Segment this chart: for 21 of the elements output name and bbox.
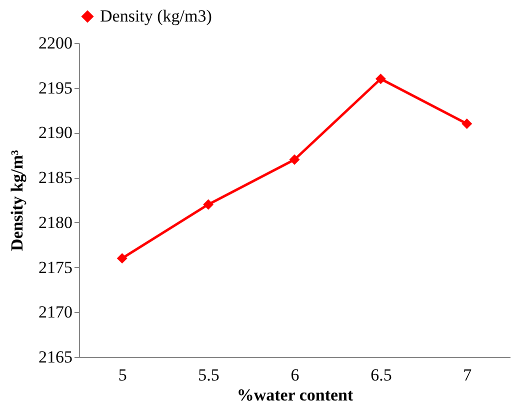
x-axis-title: %water content xyxy=(236,386,354,404)
x-tick-label: 5.5 xyxy=(198,366,220,384)
y-tick-label: 2195 xyxy=(38,78,72,98)
legend-label: Density (kg/m3) xyxy=(100,6,212,26)
y-tick-label: 2180 xyxy=(38,212,72,232)
y-tick-label: 2170 xyxy=(38,302,72,322)
point xyxy=(203,199,214,210)
y-tick-label: 2190 xyxy=(38,123,72,142)
point xyxy=(289,154,300,165)
x-tick-label: 6 xyxy=(290,366,300,384)
y-tick-label: 2165 xyxy=(38,348,72,366)
point xyxy=(116,253,128,264)
x-tick-label: 5 xyxy=(118,366,127,384)
y-tick-label: 2200 xyxy=(38,34,72,52)
x-tick-label: 7 xyxy=(463,366,472,384)
point xyxy=(375,74,386,84)
y-axis-title: Density kg/m³ xyxy=(8,150,26,251)
y-tick-label: 2185 xyxy=(38,168,72,188)
point xyxy=(462,118,472,129)
y-tick-label: 2175 xyxy=(38,258,72,277)
x-tick-label: 6.5 xyxy=(370,366,392,384)
